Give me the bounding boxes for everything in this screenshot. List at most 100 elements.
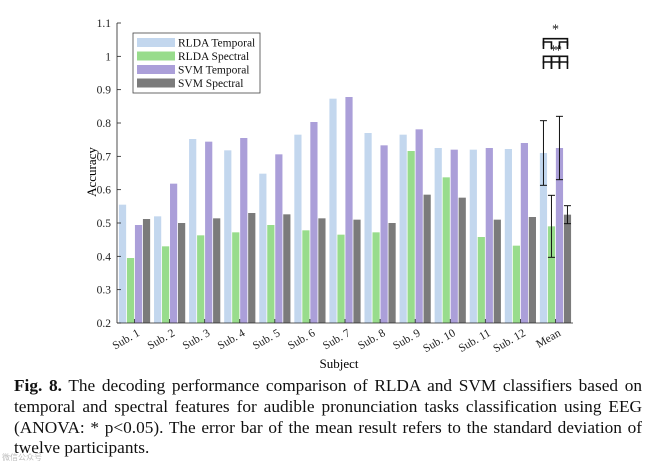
bar bbox=[469, 149, 477, 323]
bar bbox=[415, 129, 423, 323]
bar bbox=[162, 246, 170, 323]
y-tick-label: 0.9 bbox=[97, 85, 112, 97]
figure-caption: Fig. 8. The decoding performance compari… bbox=[14, 376, 642, 459]
x-tick-label: Sub. 11 bbox=[457, 327, 493, 355]
caption-label: Fig. 8. bbox=[14, 376, 62, 395]
legend-label: SVM Temporal bbox=[178, 65, 250, 77]
y-tick-label: 0.6 bbox=[97, 185, 112, 197]
legend-swatch bbox=[137, 65, 175, 74]
legend-swatch bbox=[137, 78, 175, 88]
legend-label: RLDA Temporal bbox=[178, 38, 255, 50]
significance-bracket bbox=[542, 41, 553, 49]
bar bbox=[170, 183, 178, 323]
bar bbox=[189, 139, 197, 323]
significance-star: * bbox=[552, 22, 559, 37]
bar bbox=[512, 245, 520, 323]
bar bbox=[213, 218, 221, 323]
y-tick-label: 1.1 bbox=[97, 18, 112, 30]
x-tick-label: Sub. 3 bbox=[181, 327, 213, 352]
significance-bracket bbox=[542, 61, 553, 69]
bar bbox=[240, 138, 248, 323]
x-tick-label: Sub. 8 bbox=[356, 327, 388, 352]
caption-text: The decoding performance comparison of R… bbox=[14, 376, 642, 458]
significance-star: * bbox=[550, 43, 557, 58]
x-tick-label: Sub. 2 bbox=[146, 327, 178, 352]
y-tick-label: 0.4 bbox=[97, 251, 112, 263]
bar bbox=[458, 197, 466, 323]
bar bbox=[372, 232, 380, 323]
x-tick-label: Sub. 5 bbox=[251, 327, 283, 352]
bar bbox=[142, 219, 151, 323]
bar bbox=[248, 213, 256, 323]
bar bbox=[485, 148, 493, 323]
y-tick-label: 0.2 bbox=[97, 318, 112, 330]
bar bbox=[353, 219, 361, 323]
significance-bracket bbox=[550, 61, 561, 69]
bar bbox=[310, 122, 318, 323]
bar bbox=[232, 232, 240, 323]
x-tick-label: Sub. 12 bbox=[491, 327, 528, 355]
bar bbox=[197, 235, 205, 323]
y-tick-label: 0.5 bbox=[97, 218, 112, 230]
bar bbox=[493, 219, 501, 323]
y-tick-label: 0.7 bbox=[97, 151, 112, 163]
y-tick-label: 1 bbox=[105, 51, 111, 63]
bar bbox=[224, 150, 232, 323]
bar bbox=[407, 151, 415, 323]
legend-label: RLDA Spectral bbox=[178, 51, 249, 63]
x-tick-label: Sub. 1 bbox=[111, 327, 143, 352]
bar bbox=[547, 226, 556, 323]
bar bbox=[528, 217, 536, 323]
x-tick-label: Sub. 4 bbox=[216, 327, 248, 352]
bar bbox=[318, 218, 326, 323]
x-tick-label: Sub. 7 bbox=[321, 327, 353, 352]
x-tick-label: Sub. 6 bbox=[286, 327, 318, 352]
bar bbox=[267, 225, 275, 323]
bar bbox=[423, 194, 431, 323]
y-tick-label: 0.8 bbox=[97, 118, 112, 130]
bar bbox=[126, 258, 135, 323]
bar bbox=[178, 223, 186, 323]
bar bbox=[434, 148, 442, 323]
x-tick-label: Sub. 9 bbox=[391, 327, 423, 352]
bar bbox=[364, 133, 372, 323]
bar bbox=[477, 237, 485, 323]
y-tick-label: 0.3 bbox=[97, 285, 112, 297]
bar bbox=[380, 145, 388, 323]
x-axis-label: Subject bbox=[320, 356, 359, 371]
bar bbox=[520, 143, 528, 323]
bar bbox=[563, 214, 572, 323]
x-tick-label: Sub. 10 bbox=[421, 327, 458, 355]
bar bbox=[450, 149, 458, 323]
legend-swatch bbox=[137, 38, 175, 47]
bar bbox=[259, 173, 267, 323]
bar bbox=[442, 177, 450, 323]
bar bbox=[134, 225, 143, 323]
bar bbox=[555, 148, 564, 323]
bar bbox=[345, 97, 353, 323]
bar bbox=[399, 134, 407, 323]
bar bbox=[205, 141, 213, 323]
legend-swatch bbox=[137, 51, 175, 61]
bar bbox=[283, 214, 291, 323]
significance-bracket bbox=[558, 55, 569, 64]
bar bbox=[337, 234, 345, 323]
bar bbox=[118, 204, 127, 323]
bar bbox=[388, 223, 396, 323]
y-axis-label: Accuracy bbox=[84, 147, 99, 197]
legend-label: SVM Spectral bbox=[178, 78, 243, 90]
bar bbox=[504, 149, 512, 323]
bar bbox=[294, 134, 302, 323]
significance-bracket bbox=[558, 61, 569, 69]
significance-bracket bbox=[558, 41, 569, 49]
bar bbox=[154, 216, 162, 323]
bar bbox=[329, 98, 337, 324]
x-tick-label: Mean bbox=[534, 327, 563, 351]
bar bbox=[275, 154, 283, 323]
bar bbox=[302, 230, 310, 323]
watermark-text: 微信公众号 bbox=[2, 453, 42, 462]
bar bbox=[539, 153, 548, 323]
significance-star: * bbox=[555, 43, 562, 58]
